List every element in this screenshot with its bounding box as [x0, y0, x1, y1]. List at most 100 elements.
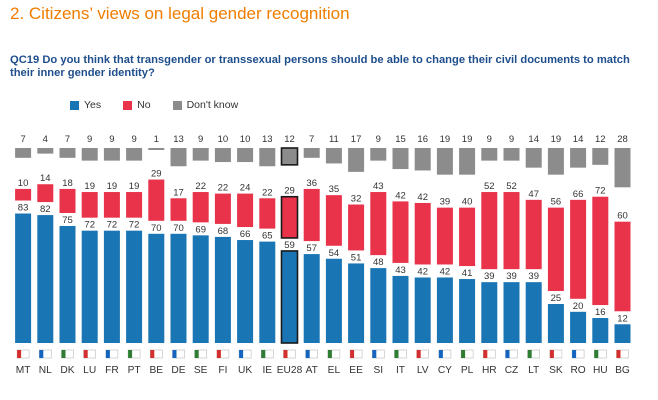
bar-yes-sk — [547, 304, 564, 343]
label-yes-de: 70 — [173, 223, 184, 234]
bar-no-ee — [348, 204, 365, 251]
bar-dont-know-lv — [414, 148, 431, 171]
bar-dont-know-at — [303, 148, 320, 158]
label-no-fi: 22 — [218, 183, 229, 194]
legend: Yes No Don't know — [70, 99, 238, 111]
bar-no-si — [370, 192, 387, 256]
label-yes-fi: 68 — [218, 226, 229, 237]
flag-band-cz — [505, 350, 510, 358]
category-label-eu28: EU28 — [277, 365, 303, 376]
category-label-lv: LV — [417, 365, 429, 376]
label-yes-uk: 66 — [240, 229, 251, 240]
label-dont-know-be: 1 — [154, 134, 159, 145]
label-yes-el: 54 — [329, 248, 340, 259]
category-label-bg: BG — [615, 365, 630, 376]
label-dont-know-ie: 13 — [262, 134, 273, 145]
flag-band-pl — [461, 350, 466, 358]
flag-band-se — [194, 350, 199, 358]
label-yes-hu: 16 — [595, 307, 606, 318]
category-label-fr: FR — [105, 365, 119, 376]
bar-yes-pl — [459, 279, 476, 343]
bar-dont-know-hu — [592, 148, 609, 165]
flag-band-cy — [438, 350, 443, 358]
bar-yes-cy — [436, 277, 453, 343]
flag-band-ro — [572, 350, 577, 358]
flag-band-lu — [83, 350, 88, 358]
label-yes-pt: 72 — [129, 220, 140, 231]
label-dont-know-ro: 14 — [573, 134, 584, 145]
category-label-uk: UK — [238, 365, 252, 376]
label-no-mt: 10 — [18, 178, 29, 189]
flag-band-hu — [594, 350, 599, 358]
bar-dont-know-cz — [503, 148, 520, 161]
legend-label-no: No — [137, 99, 151, 111]
label-dont-know-nl: 4 — [43, 134, 48, 145]
bar-no-el — [325, 195, 342, 246]
bar-dont-know-nl — [37, 148, 54, 154]
label-yes-fr: 72 — [107, 220, 118, 231]
bar-dont-know-mt — [15, 148, 32, 158]
flag-band-ee — [350, 350, 355, 358]
flag-band-el — [327, 350, 332, 358]
bar-yes-ee — [348, 263, 365, 343]
category-label-pl: PL — [461, 365, 474, 376]
bar-no-lt — [525, 199, 542, 270]
label-yes-cy: 42 — [440, 266, 451, 277]
label-no-uk: 24 — [240, 183, 251, 194]
label-dont-know-at: 7 — [309, 134, 314, 145]
bar-yes-pt — [126, 230, 143, 343]
category-label-dk: DK — [60, 365, 74, 376]
label-dont-know-hr: 9 — [487, 134, 492, 145]
category-label-fi: FI — [218, 365, 227, 376]
bar-no-bg — [614, 221, 631, 312]
bar-no-nl — [37, 184, 54, 203]
label-yes-bg: 12 — [617, 313, 628, 324]
question-text: QC19 Do you think that transgender or tr… — [10, 54, 630, 79]
bar-yes-ro — [570, 311, 587, 343]
bar-yes-bg — [614, 324, 631, 343]
bar-yes-be — [148, 233, 165, 343]
label-dont-know-fr: 9 — [109, 134, 114, 145]
legend-swatch-yes — [70, 100, 79, 110]
bar-dont-know-ee — [348, 148, 365, 172]
legend-label-dont-know: Don't know — [186, 99, 239, 111]
bar-yes-hr — [481, 282, 498, 343]
bar-no-hr — [481, 192, 498, 270]
label-yes-lu: 72 — [84, 220, 95, 231]
label-yes-ee: 51 — [351, 252, 362, 263]
bar-yes-hu — [592, 318, 609, 343]
category-label-sk: SK — [549, 365, 563, 376]
bar-no-hu — [592, 196, 609, 306]
label-no-cy: 39 — [440, 197, 451, 208]
bar-no-ie — [259, 198, 276, 229]
label-no-ee: 32 — [351, 194, 362, 205]
label-no-sk: 56 — [551, 197, 562, 208]
bar-no-sk — [547, 207, 564, 291]
bar-yes-si — [370, 268, 387, 343]
category-label-ee: EE — [349, 365, 363, 376]
bar-yes-uk — [237, 240, 254, 343]
bar-dont-know-bg — [614, 148, 631, 188]
label-dont-know-pl: 19 — [462, 134, 473, 145]
bar-dont-know-lu — [81, 148, 98, 161]
category-label-lt: LT — [528, 365, 539, 376]
category-label-se: SE — [194, 365, 208, 376]
label-dont-know-dk: 7 — [65, 134, 70, 145]
flag-band-si — [372, 350, 377, 358]
label-yes-pl: 41 — [462, 268, 473, 279]
label-dont-know-cz: 9 — [509, 134, 514, 145]
bar-yes-se — [192, 235, 209, 343]
label-yes-nl: 82 — [40, 204, 51, 215]
flag-band-ie — [261, 350, 266, 358]
bar-yes-dk — [59, 226, 76, 343]
label-dont-know-lv: 16 — [417, 134, 428, 145]
label-no-bg: 60 — [617, 211, 628, 222]
bar-no-fr — [103, 192, 120, 218]
bar-dont-know-pt — [126, 148, 143, 161]
label-dont-know-sk: 19 — [551, 134, 562, 145]
bar-no-eu28 — [280, 195, 299, 239]
label-dont-know-lu: 9 — [87, 134, 92, 145]
bar-yes-cz — [503, 282, 520, 343]
label-no-eu28: 29 — [284, 186, 295, 197]
